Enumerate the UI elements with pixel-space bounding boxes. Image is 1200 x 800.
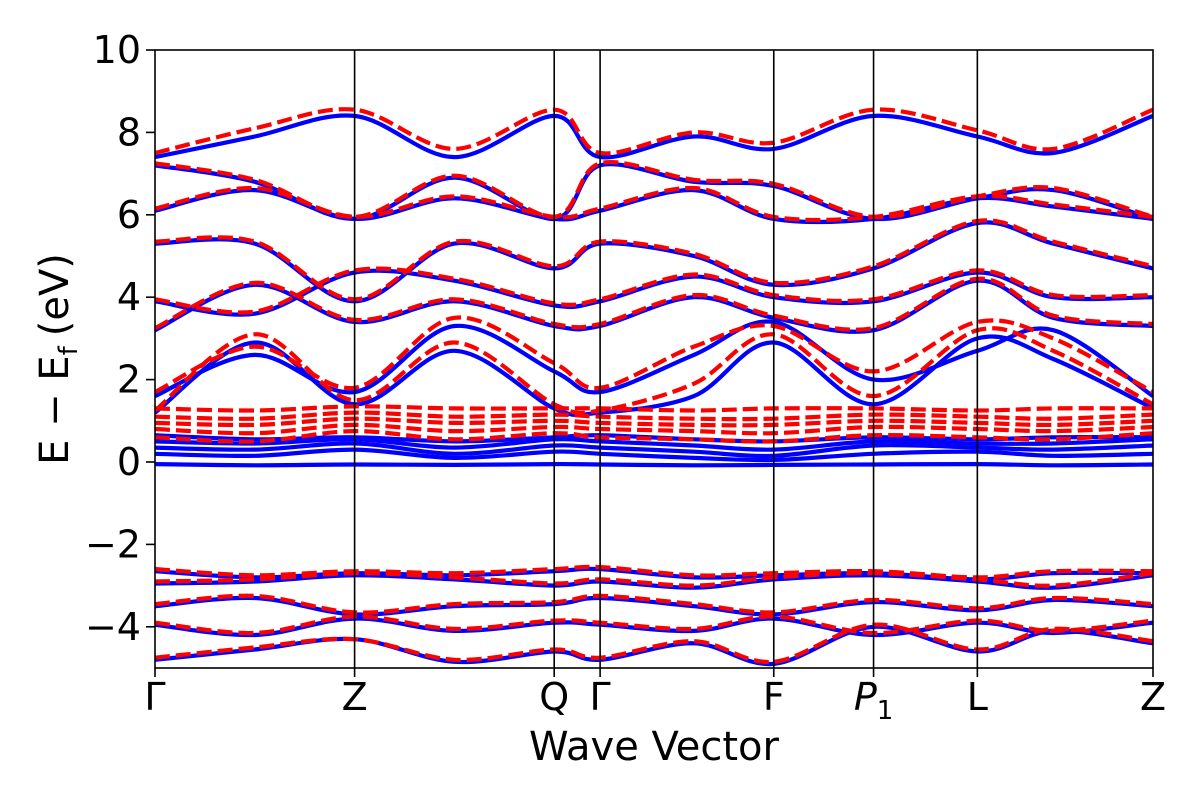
- kpoint-label-1: Γ: [144, 675, 165, 719]
- y-axis-label-main: E − E: [32, 355, 78, 465]
- y-tick-label-7: 8: [117, 110, 141, 154]
- plot-background: [155, 50, 1153, 668]
- y-tick-label-4: 2: [117, 358, 141, 402]
- kpoint-label-6: P1: [854, 675, 893, 726]
- high-symmetry-lines: [353, 50, 979, 668]
- red-dashed-band-8: [155, 416, 1153, 428]
- x-ticks: Γ Z Q Γ F P1 L Z: [144, 668, 1166, 726]
- kpoint-label-sub-6: 1: [877, 696, 894, 726]
- kpoint-label-7: L: [967, 675, 988, 719]
- blue-solid-band-12: [155, 319, 1153, 399]
- red-dashed-band-1: [155, 622, 1153, 665]
- kpoint-label-main-6: P: [854, 675, 877, 719]
- red-dashed-band-13: [155, 276, 1153, 332]
- red-dashed-band-12: [155, 315, 1153, 394]
- series-dashed: [155, 107, 1153, 665]
- red-dashed-band-2: [155, 614, 1153, 636]
- red-dashed-band-3: [155, 593, 1153, 615]
- kpoint-label-3: Q: [539, 675, 569, 719]
- red-dashed-band-15: [155, 218, 1153, 302]
- kpoint-label-2: Z: [342, 675, 368, 719]
- y-axis-label-subscript: f: [54, 345, 84, 355]
- red-dashed-band-9: [155, 410, 1153, 422]
- y-tick-label-6: 6: [117, 193, 141, 237]
- kpoint-label-8: Z: [1140, 675, 1166, 719]
- y-axis-label-unit: (eV): [32, 253, 78, 336]
- y-tick-label-5: 4: [117, 275, 141, 319]
- y-axis-label: E − Ef (eV): [32, 253, 84, 465]
- blue-solid-band-6: [155, 461, 1153, 468]
- x-axis-label: Wave Vector: [529, 724, 780, 770]
- kpoint-label-5: F: [763, 675, 785, 719]
- y-tick-label-1: −4: [85, 605, 141, 649]
- y-tick-label-2: −2: [85, 522, 141, 566]
- y-tick-label-8: 10: [93, 28, 141, 72]
- red-dashed-band-6: [155, 428, 1153, 444]
- y-tick-label-3: 0: [117, 440, 141, 484]
- kpoint-label-4: Γ: [590, 675, 611, 719]
- red-dashed-band-5: [155, 564, 1153, 580]
- blue-solid-band-18: [155, 113, 1153, 160]
- y-ticks: −4 −2 0 2 4 6 8 10: [85, 28, 155, 649]
- red-dashed-band-14: [155, 266, 1153, 315]
- plot-frame: [154, 49, 1154, 669]
- red-dashed-band-18: [155, 107, 1153, 156]
- red-dashed-band-10: [155, 404, 1153, 413]
